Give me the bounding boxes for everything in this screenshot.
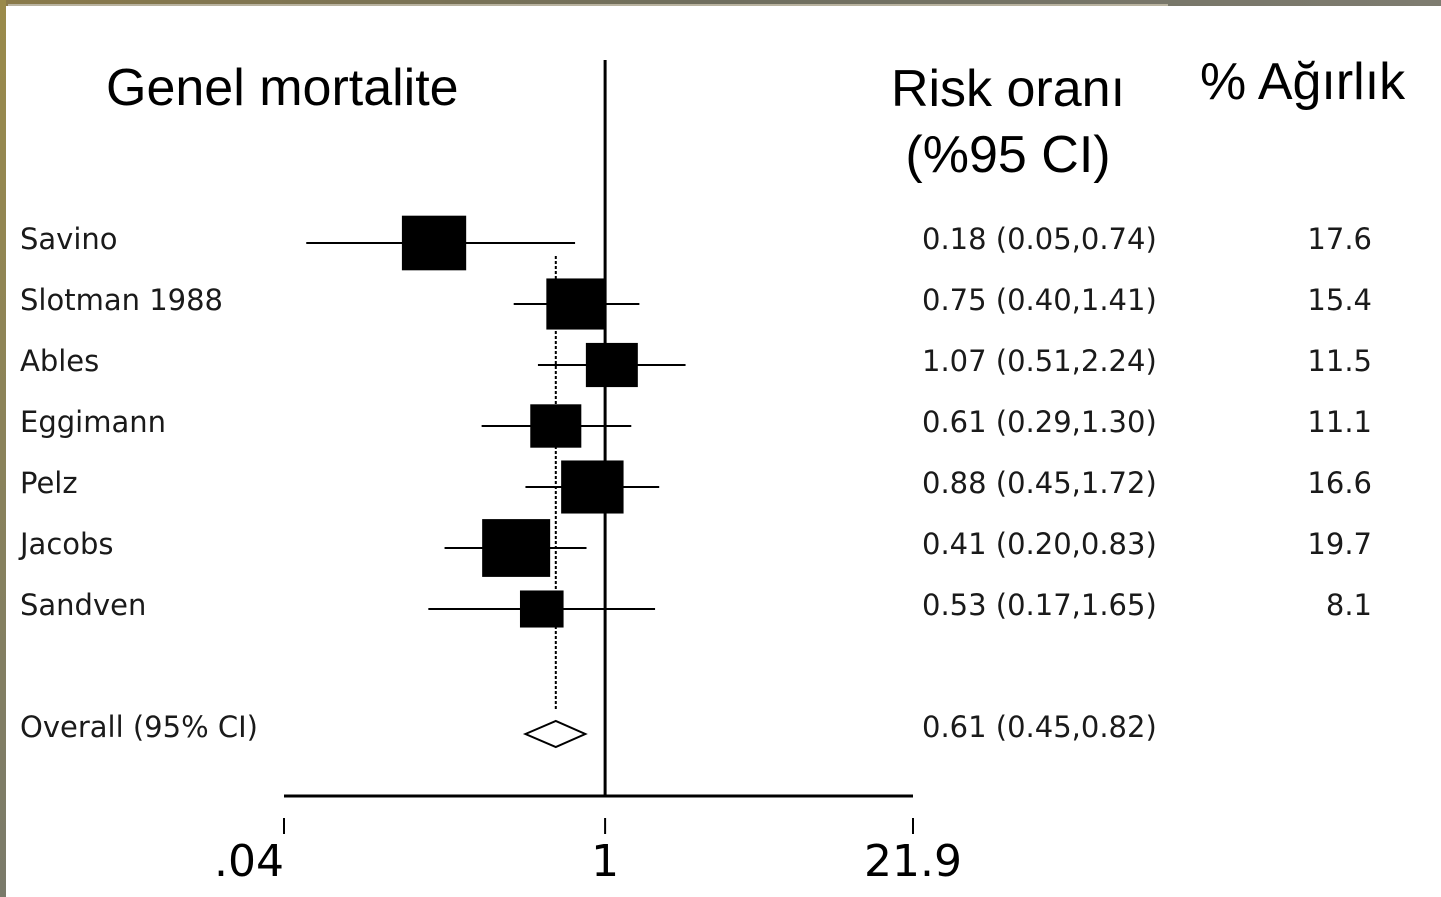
overall-diamond <box>522 719 588 749</box>
study-ci-label: 0.88 (0.45,1.72) <box>922 466 1157 500</box>
study-ci-label: 0.75 (0.40,1.41) <box>922 283 1157 317</box>
chart-title: Genel mortalite <box>106 59 459 117</box>
frame-top-highlight <box>8 4 1168 6</box>
study-weight-box <box>561 460 624 514</box>
study-name-label: Slotman 1988 <box>20 283 223 317</box>
study-weight-box <box>546 278 607 330</box>
frame-top-border <box>0 0 1441 6</box>
study-weight-box <box>482 519 551 577</box>
study-name-label: Ables <box>20 344 99 378</box>
study-ci-label: 1.07 (0.51,2.24) <box>922 344 1157 378</box>
study-weight-label: 11.1 <box>1307 405 1372 439</box>
study-weight-box <box>519 590 564 628</box>
study-ci-label: 0.18 (0.05,0.74) <box>922 222 1157 256</box>
overall-name-label: Overall (95% CI) <box>20 710 258 744</box>
study-ci-label: 0.41 (0.20,0.83) <box>922 527 1157 561</box>
study-name-label: Sandven <box>20 588 146 622</box>
study-name-label: Eggimann <box>20 405 166 439</box>
weight-column-header: % Ağırlık <box>1200 53 1406 111</box>
study-weight-label: 8.1 <box>1326 588 1372 622</box>
study-name-label: Jacobs <box>18 527 114 561</box>
study-weight-label: 11.5 <box>1307 344 1372 378</box>
study-ci-label: 0.61 (0.29,1.30) <box>922 405 1157 439</box>
study-weight-box <box>585 342 638 388</box>
x-tick-label: 1 <box>591 836 619 887</box>
study-name-label: Savino <box>20 222 118 256</box>
study-ci-label: 0.53 (0.17,1.65) <box>922 588 1157 622</box>
risk-ratio-header-line2: (%95 CI) <box>905 126 1111 184</box>
x-tick-label: .04 <box>214 836 284 887</box>
study-weight-box <box>401 215 467 271</box>
study-weight-label: 16.6 <box>1307 466 1372 500</box>
risk-ratio-column-header: Risk oranı (%95 CI) <box>888 56 1128 188</box>
study-weight-label: 19.7 <box>1307 527 1372 561</box>
overall-ci-label: 0.61 (0.45,0.82) <box>922 710 1157 744</box>
risk-ratio-header-line1: Risk oranı <box>890 60 1126 118</box>
x-tick-label: 21.9 <box>864 836 962 887</box>
study-name-label: Pelz <box>20 466 78 500</box>
study-weight-label: 15.4 <box>1307 283 1372 317</box>
study-weight-box <box>530 404 582 448</box>
frame-left-border <box>0 0 6 897</box>
study-weight-label: 17.6 <box>1307 222 1372 256</box>
